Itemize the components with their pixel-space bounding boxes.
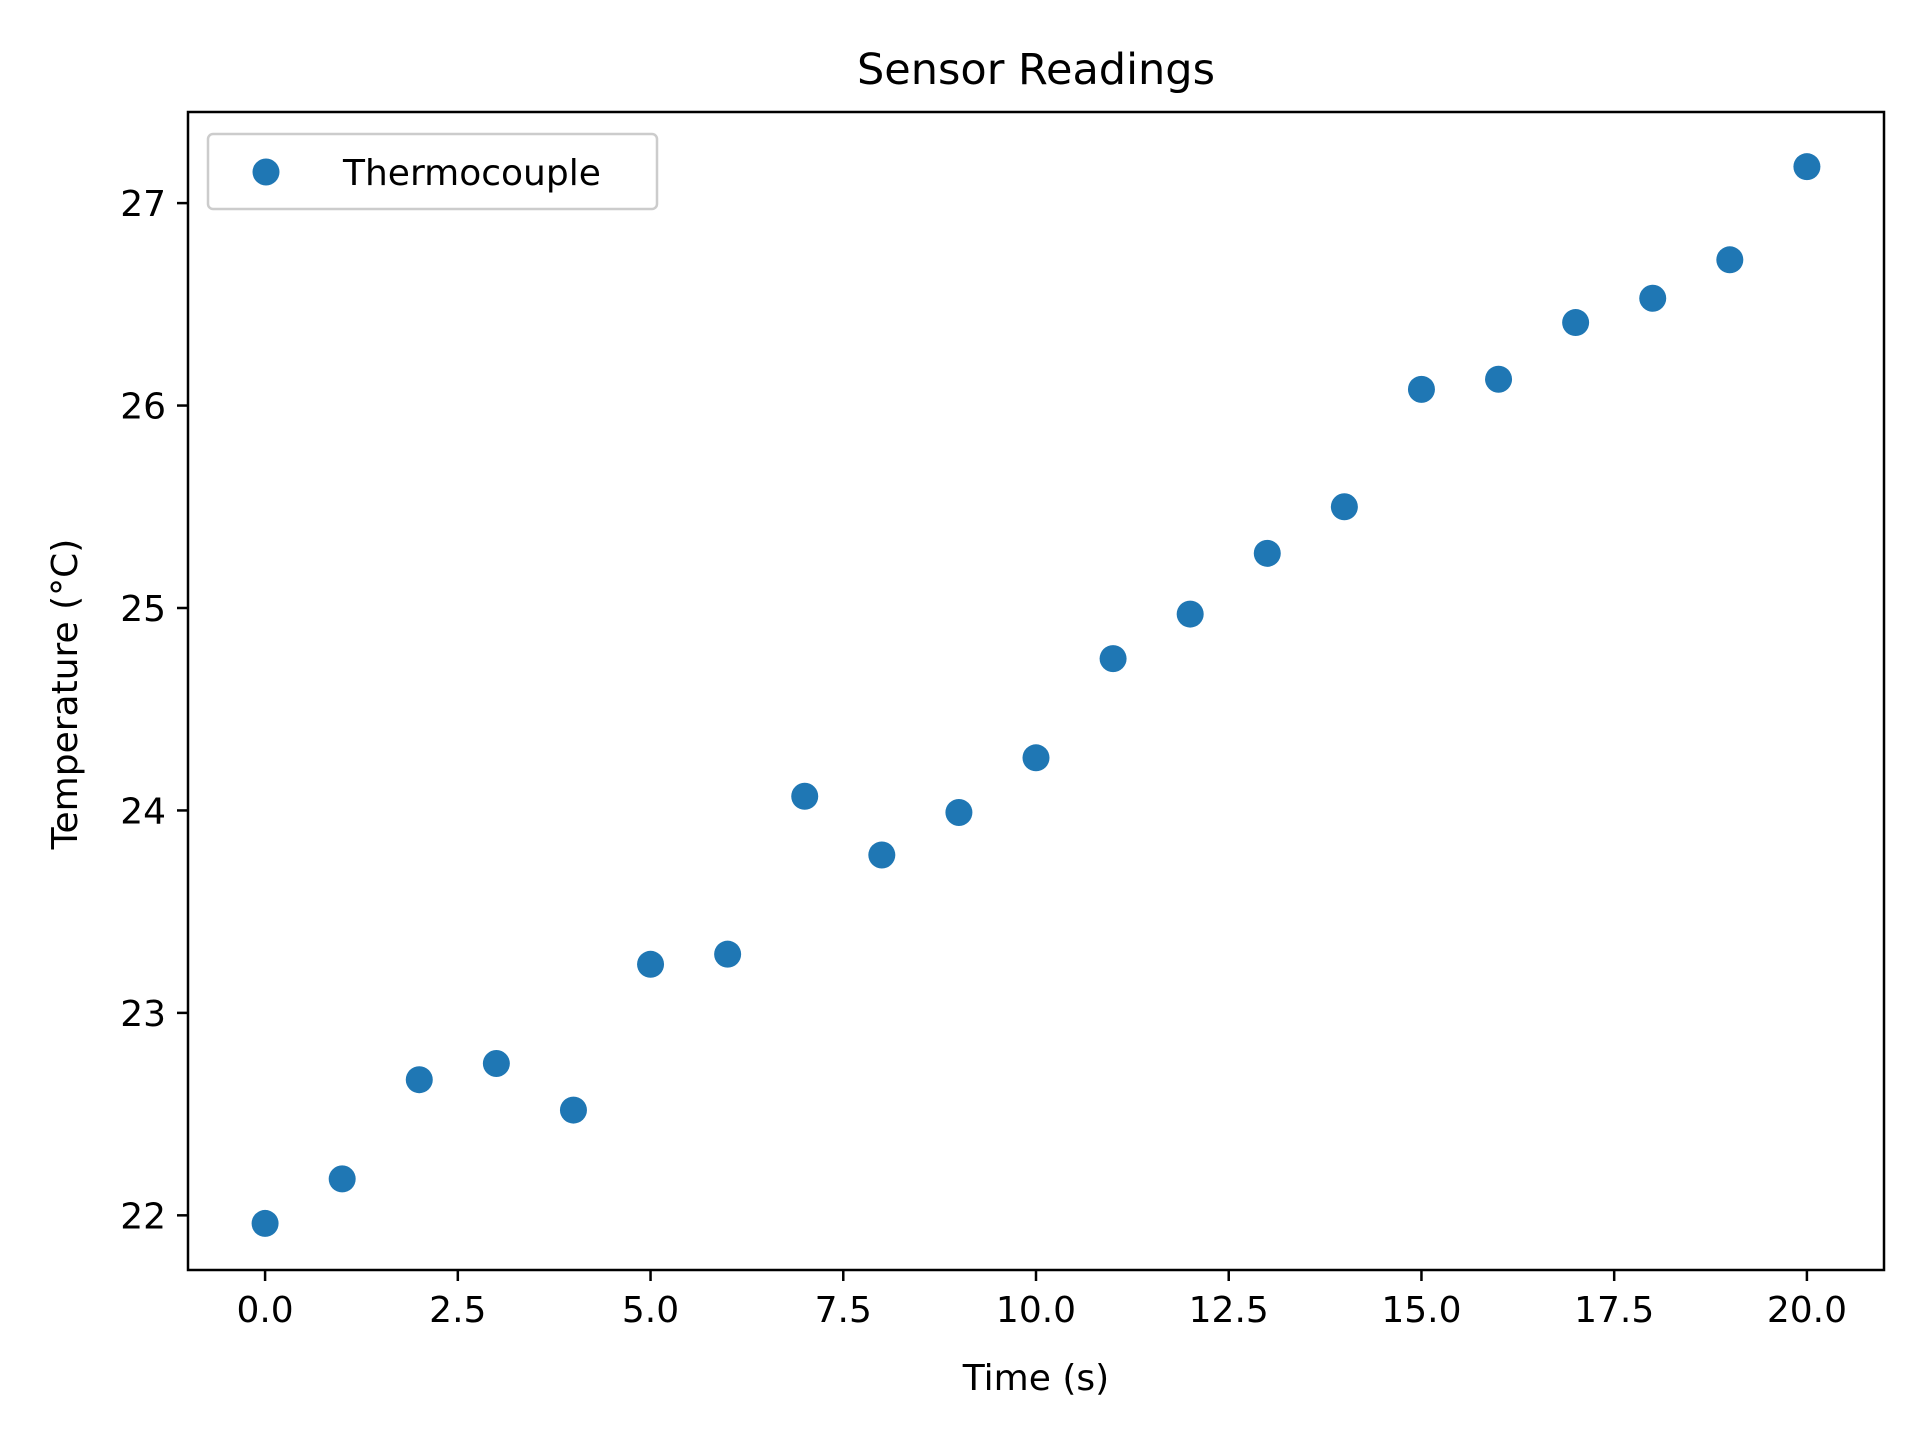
- data-point: [1485, 365, 1513, 393]
- data-point: [1253, 539, 1281, 567]
- legend-label: Thermocouple: [342, 153, 601, 194]
- legend: Thermocouple: [206, 132, 659, 211]
- x-tick-label: 20.0: [1767, 1290, 1847, 1331]
- data-point: [405, 1066, 433, 1094]
- x-tick-label: 7.5: [815, 1290, 872, 1331]
- y-tick-label: 24: [120, 791, 166, 832]
- data-point: [714, 940, 742, 968]
- x-tick-label: 15.0: [1381, 1290, 1461, 1331]
- x-tick-label: 12.5: [1189, 1290, 1269, 1331]
- data-point: [945, 798, 973, 826]
- chart-title: Sensor Readings: [857, 45, 1215, 95]
- x-tick-label: 0.0: [236, 1290, 293, 1331]
- data-point: [1176, 600, 1204, 628]
- legend-marker: [252, 158, 280, 186]
- y-tick-label: 27: [120, 184, 166, 225]
- x-tick-label: 5.0: [622, 1290, 679, 1331]
- data-point: [868, 841, 896, 869]
- data-point: [637, 950, 665, 978]
- data-point: [1407, 375, 1435, 403]
- data-point: [791, 782, 819, 810]
- data-point: [1562, 309, 1590, 337]
- x-tick-label: 2.5: [429, 1290, 486, 1331]
- y-tick-label: 22: [120, 1196, 166, 1237]
- data-point: [1330, 493, 1358, 521]
- y-tick-label: 26: [120, 387, 166, 428]
- legend-box: [206, 132, 659, 211]
- data-point: [328, 1165, 356, 1193]
- plot-area: [186, 110, 1886, 1272]
- data-point: [1022, 744, 1050, 772]
- data-point: [1639, 284, 1667, 312]
- data-point: [482, 1050, 510, 1078]
- data-point: [251, 1209, 279, 1237]
- data-point: [1099, 645, 1127, 673]
- y-tick-label: 23: [120, 994, 166, 1035]
- x-axis-label: Time (s): [962, 1358, 1109, 1399]
- axes-ticks: 0.0 2.5 5.0 7.5 10.0 12.5 15.0 17.5 20.0 22 23 24 25…: [120, 184, 1847, 1331]
- data-point: [1793, 153, 1821, 181]
- data-points: [251, 153, 1821, 1237]
- x-tick-label: 17.5: [1574, 1290, 1654, 1331]
- y-tick-label: 25: [120, 589, 166, 630]
- plot-frame: [186, 110, 1886, 1272]
- data-point: [559, 1096, 587, 1124]
- y-axis-label: Temperature (°C): [45, 539, 86, 851]
- data-point: [1716, 246, 1744, 274]
- x-tick-label: 10.0: [996, 1290, 1076, 1331]
